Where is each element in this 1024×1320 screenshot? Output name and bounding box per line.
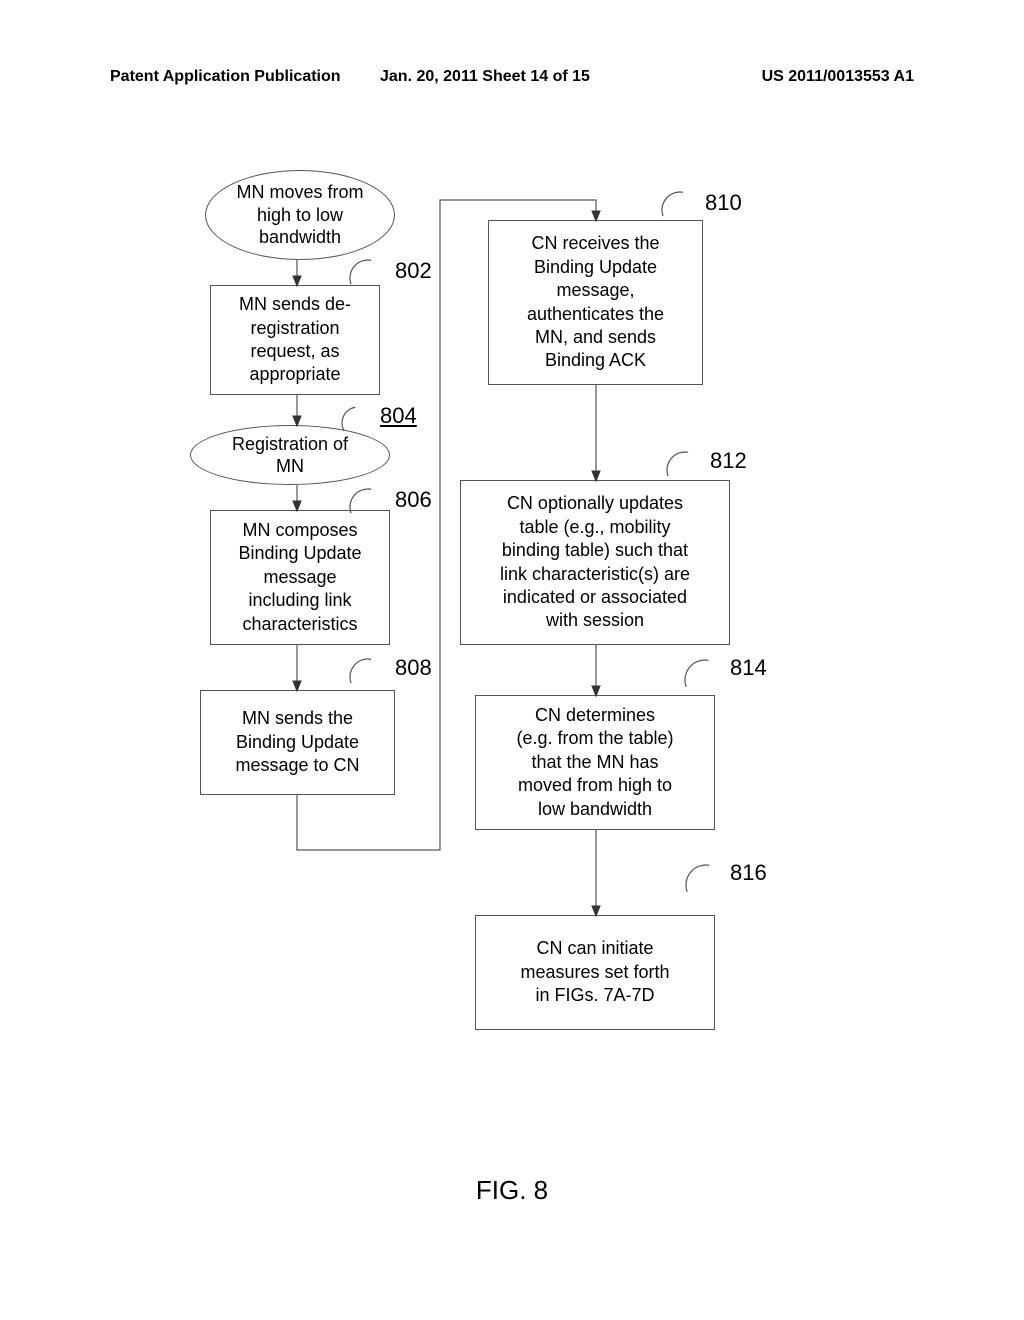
box-806-text: MN composesBinding Updatemessageincludin… <box>238 519 361 636</box>
label-814: 814 <box>730 655 767 681</box>
header-center: Jan. 20, 2011 Sheet 14 of 15 <box>380 68 590 86</box>
box-810: CN receives theBinding Updatemessage,aut… <box>488 220 703 385</box>
header-left: Patent Application Publication <box>110 68 341 86</box>
label-802: 802 <box>395 258 432 284</box>
box-816-text: CN can initiatemeasures set forthin FIGs… <box>520 937 669 1007</box>
figure-label: FIG. 8 <box>0 1175 1024 1206</box>
label-816: 816 <box>730 860 767 886</box>
box-808-text: MN sends theBinding Updatemessage to CN <box>235 707 359 777</box>
header-right: US 2011/0013553 A1 <box>762 68 914 86</box>
flowchart-diagram: MN moves fromhigh to lowbandwidth MN sen… <box>0 150 1024 1150</box>
box-802-text: MN sends de-registrationrequest, asappro… <box>239 293 351 387</box>
box-808: MN sends theBinding Updatemessage to CN <box>200 690 395 795</box>
box-812: CN optionally updatestable (e.g., mobili… <box>460 480 730 645</box>
box-806: MN composesBinding Updatemessageincludin… <box>210 510 390 645</box>
label-812: 812 <box>710 448 747 474</box>
ellipse-start: MN moves fromhigh to lowbandwidth <box>205 170 395 260</box>
label-810: 810 <box>705 190 742 216</box>
label-806: 806 <box>395 487 432 513</box>
box-802: MN sends de-registrationrequest, asappro… <box>210 285 380 395</box>
box-814-text: CN determines(e.g. from the table)that t… <box>516 704 673 821</box>
ellipse-registration: Registration ofMN <box>190 425 390 485</box>
box-810-text: CN receives theBinding Updatemessage,aut… <box>527 232 664 372</box>
box-816: CN can initiatemeasures set forthin FIGs… <box>475 915 715 1030</box>
ellipse-registration-text: Registration ofMN <box>232 433 348 478</box>
label-808: 808 <box>395 655 432 681</box>
ellipse-start-text: MN moves fromhigh to lowbandwidth <box>236 181 363 249</box>
box-812-text: CN optionally updatestable (e.g., mobili… <box>500 492 690 632</box>
label-804: 804 <box>380 403 417 429</box>
box-814: CN determines(e.g. from the table)that t… <box>475 695 715 830</box>
